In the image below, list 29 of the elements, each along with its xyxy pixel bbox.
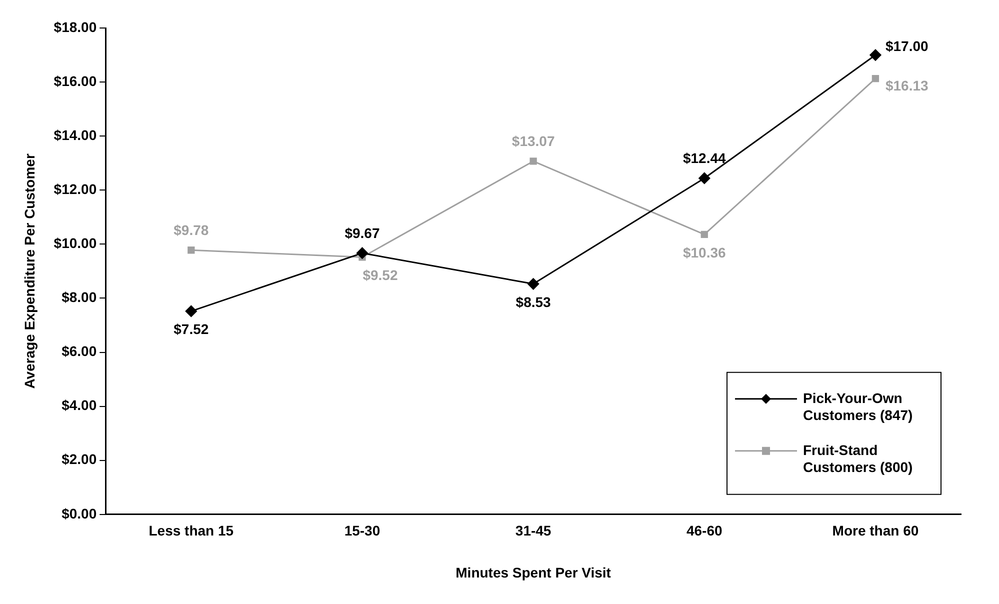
legend-label: Fruit-Stand Customers (800) [803, 442, 913, 475]
x-axis-title: Minutes Spent Per Visit [456, 564, 612, 580]
data-label: $8.53 [516, 294, 552, 310]
x-tick-label: 46-60 [686, 522, 722, 539]
data-label: $9.78 [174, 222, 209, 238]
y-tick-label: $16.00 [54, 72, 97, 89]
y-tick-label: $6.00 [62, 343, 97, 360]
data-label: $10.36 [682, 244, 726, 260]
x-tick-label: More than 60 [832, 522, 919, 539]
y-tick-label: $14.00 [54, 126, 97, 143]
y-axis-title: Average Expenditure Per Customer [21, 153, 38, 389]
y-tick-label: $18.00 [54, 18, 97, 35]
y-tick-label: $0.00 [62, 505, 97, 522]
legend-label: Pick-Your-Own Customers (847) [803, 390, 913, 423]
data-label: $13.07 [512, 133, 555, 150]
y-tick-label: $8.00 [62, 289, 97, 306]
data-label: $9.52 [362, 267, 398, 284]
data-label: $16.13 [885, 77, 928, 94]
x-tick-label: 15-30 [344, 522, 380, 539]
data-label: $7.52 [174, 321, 209, 338]
data-label: $9.67 [344, 224, 380, 241]
y-tick-label: $10.00 [54, 235, 97, 252]
y-tick-label: $4.00 [62, 397, 97, 414]
y-tick-label: $2.00 [62, 451, 97, 468]
data-label: $12.44 [682, 150, 726, 166]
y-tick-label: $12.00 [54, 180, 97, 197]
x-tick-label: Less than 15 [148, 522, 234, 539]
x-tick-label: 31-45 [515, 522, 552, 539]
data-label: $17.00 [885, 38, 928, 54]
